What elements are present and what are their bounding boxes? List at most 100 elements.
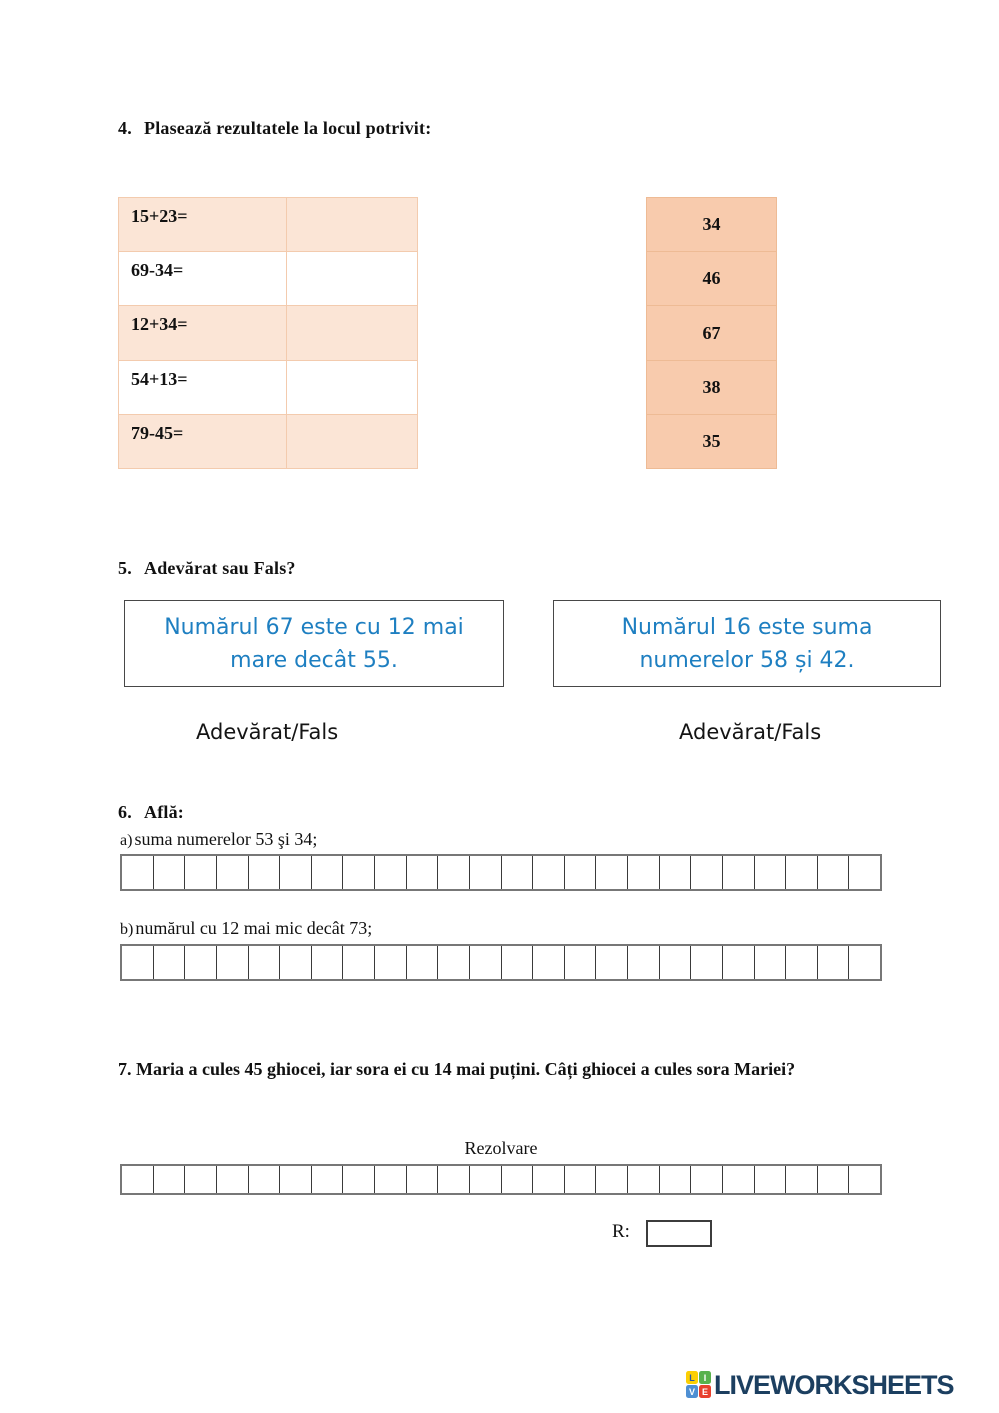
grid-cell[interactable]	[596, 1166, 628, 1193]
grid-cell[interactable]	[849, 1166, 880, 1193]
result-drop-cell[interactable]	[287, 252, 417, 305]
grid-cell[interactable]	[280, 1166, 312, 1193]
grid-cell[interactable]	[185, 1166, 217, 1193]
grid-cell[interactable]	[786, 856, 818, 889]
grid-cell[interactable]	[343, 856, 375, 889]
grid-cell[interactable]	[185, 946, 217, 979]
grid-cell[interactable]	[470, 856, 502, 889]
true-false-choice-2[interactable]: Adevărat/Fals	[679, 720, 822, 744]
answer-draggable[interactable]: 38	[647, 361, 776, 415]
grid-cell[interactable]	[343, 1166, 375, 1193]
grid-cell[interactable]	[502, 856, 534, 889]
grid-cell[interactable]	[723, 856, 755, 889]
grid-cell[interactable]	[343, 946, 375, 979]
grid-cell[interactable]	[596, 856, 628, 889]
grid-cell[interactable]	[438, 946, 470, 979]
grid-cell[interactable]	[755, 856, 787, 889]
grid-cell[interactable]	[470, 946, 502, 979]
grid-cell[interactable]	[312, 856, 344, 889]
grid-cell[interactable]	[849, 856, 880, 889]
grid-cell[interactable]	[312, 1166, 344, 1193]
grid-cell[interactable]	[312, 946, 344, 979]
grid-cell[interactable]	[818, 1166, 850, 1193]
grid-cell[interactable]	[565, 856, 597, 889]
grid-cell[interactable]	[122, 1166, 154, 1193]
grid-cell[interactable]	[691, 856, 723, 889]
grid-cell[interactable]	[438, 856, 470, 889]
grid-cell[interactable]	[565, 1166, 597, 1193]
section5-title: 5. Adevărat sau Fals?	[118, 558, 296, 579]
grid-cell[interactable]	[249, 856, 281, 889]
grid-cell[interactable]	[723, 1166, 755, 1193]
grid-cell[interactable]	[786, 946, 818, 979]
grid-cell[interactable]	[185, 856, 217, 889]
result-drop-cell[interactable]	[287, 361, 417, 414]
grid-cell[interactable]	[154, 1166, 186, 1193]
answer-draggable[interactable]: 34	[647, 198, 776, 253]
grid-cell[interactable]	[154, 946, 186, 979]
result-input-box[interactable]	[646, 1220, 712, 1247]
grid-cell[interactable]	[818, 946, 850, 979]
answer-draggable[interactable]: 46	[647, 252, 776, 307]
grid-cell[interactable]	[565, 946, 597, 979]
grid-cell[interactable]	[502, 946, 534, 979]
grid-cell[interactable]	[470, 1166, 502, 1193]
grid-cell[interactable]	[628, 946, 660, 979]
grid-cell[interactable]	[533, 1166, 565, 1193]
grid-cell[interactable]	[154, 856, 186, 889]
grid-cell[interactable]	[217, 1166, 249, 1193]
grid-cell[interactable]	[533, 946, 565, 979]
grid-cell[interactable]	[660, 1166, 692, 1193]
grid-cell[interactable]	[407, 1166, 439, 1193]
problem-label: 69-34=	[119, 252, 287, 306]
section6-item-b: b) numărul cu 12 mai mic decât 73;	[120, 918, 372, 939]
grid-cell[interactable]	[375, 1166, 407, 1193]
result-drop-cell[interactable]	[287, 415, 417, 468]
solve-label-text: Rezolvare	[464, 1138, 538, 1158]
grid-cell[interactable]	[628, 856, 660, 889]
true-false-choice-1[interactable]: Adevărat/Fals	[196, 720, 339, 744]
grid-cell[interactable]	[438, 1166, 470, 1193]
grid-cell[interactable]	[375, 946, 407, 979]
grid-cell[interactable]	[755, 946, 787, 979]
grid-cell[interactable]	[533, 856, 565, 889]
grid-cell[interactable]	[723, 946, 755, 979]
problem-label: 15+23=	[119, 198, 287, 252]
grid-cell[interactable]	[217, 946, 249, 979]
statement-box-1: Numărul 67 este cu 12 mai mare decât 55.	[124, 600, 504, 687]
grid-cell[interactable]	[691, 1166, 723, 1193]
grid-cell[interactable]	[502, 1166, 534, 1193]
section6-item-a: a) suma numerelor 53 şi 34;	[120, 829, 317, 850]
grid-cell[interactable]	[407, 856, 439, 889]
grid-cell[interactable]	[628, 1166, 660, 1193]
statement-line: Numărul 67 este cu 12 mai	[164, 614, 464, 640]
answer-draggable[interactable]: 67	[647, 306, 776, 361]
liveworksheets-logo-icon: L I V E	[686, 1371, 711, 1400]
grid-cell[interactable]	[122, 856, 154, 889]
result-label: R:	[612, 1221, 630, 1242]
item-prefix: b)	[120, 921, 134, 938]
statement-line: numerelor 58 și 42.	[639, 647, 855, 673]
grid-cell[interactable]	[217, 856, 249, 889]
section6-title-text: Află:	[144, 802, 184, 822]
grid-cell[interactable]	[660, 946, 692, 979]
grid-cell[interactable]	[596, 946, 628, 979]
grid-cell[interactable]	[280, 856, 312, 889]
grid-cell[interactable]	[122, 946, 154, 979]
grid-cell[interactable]	[755, 1166, 787, 1193]
grid-cell[interactable]	[249, 946, 281, 979]
grid-cell[interactable]	[818, 856, 850, 889]
result-drop-cell[interactable]	[287, 306, 417, 359]
grid-cell[interactable]	[407, 946, 439, 979]
grid-cell[interactable]	[249, 1166, 281, 1193]
answer-draggable[interactable]: 35	[702, 430, 721, 451]
grid-cell[interactable]	[691, 946, 723, 979]
grid-cell[interactable]	[660, 856, 692, 889]
result-drop-cell[interactable]	[287, 198, 417, 251]
grid-cell[interactable]	[280, 946, 312, 979]
match-table: 15+23= 69-34= 12+34= 54+13= 79-45=	[118, 197, 418, 469]
grid-cell[interactable]	[375, 856, 407, 889]
grid-cell[interactable]	[849, 946, 880, 979]
grid-cell[interactable]	[786, 1166, 818, 1193]
